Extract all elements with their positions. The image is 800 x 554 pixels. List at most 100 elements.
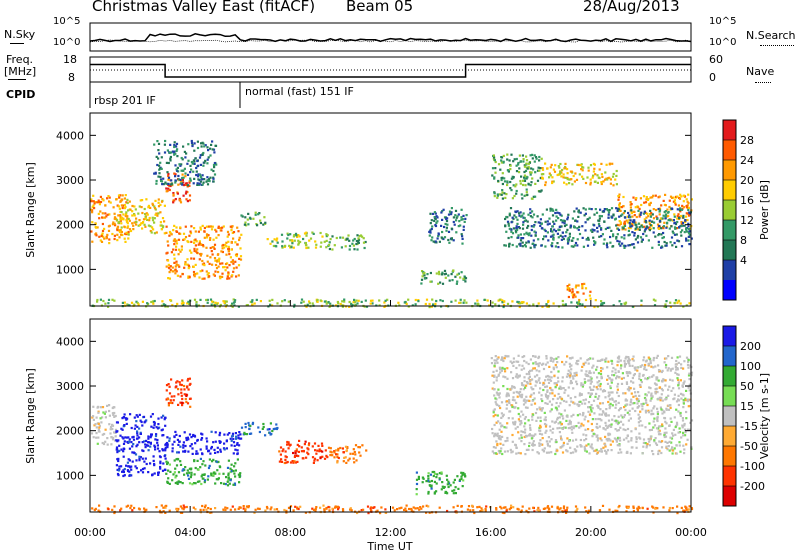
echo-cell <box>342 451 345 454</box>
echo-cell <box>682 367 685 370</box>
echo-cell <box>583 282 586 285</box>
echo-cell <box>320 241 323 244</box>
echo-cell <box>658 233 661 236</box>
echo-cell <box>500 430 503 433</box>
echo-cell <box>358 451 361 454</box>
echo-cell <box>296 506 299 509</box>
echo-cell <box>607 360 610 363</box>
echo-cell <box>432 240 435 243</box>
echo-cell <box>574 241 578 245</box>
freq-label-line1: Freq. <box>6 53 34 66</box>
echo-cell <box>150 300 153 304</box>
echo-cell <box>552 366 555 369</box>
echo-cell <box>262 422 265 426</box>
echo-cell <box>295 234 298 237</box>
echo-cell <box>637 222 640 225</box>
echo-cell <box>683 448 686 451</box>
echo-cell <box>552 220 555 223</box>
echo-cell <box>518 227 521 230</box>
echo-cell <box>568 426 572 429</box>
echo-cell <box>97 405 100 408</box>
echo-cell <box>544 245 547 248</box>
echo-cell <box>677 378 680 381</box>
echo-cell <box>205 180 208 183</box>
echo-cell <box>383 301 386 304</box>
echo-cell <box>187 388 190 391</box>
echo-cell <box>172 239 175 242</box>
echo-cell <box>316 298 319 302</box>
echo-cell <box>494 452 497 455</box>
echo-cell <box>180 245 183 248</box>
echo-cell <box>672 196 675 199</box>
echo-cell <box>118 444 121 447</box>
echo-cell <box>428 302 431 306</box>
echo-cell <box>195 240 198 243</box>
echo-cell <box>568 182 571 185</box>
echo-cell <box>156 214 159 217</box>
echo-cell <box>425 511 428 514</box>
echo-cell <box>630 380 633 383</box>
echo-cell <box>167 161 170 165</box>
echo-cell <box>687 366 690 369</box>
echo-cell <box>347 459 350 462</box>
echo-cell <box>591 418 594 421</box>
echo-cell <box>170 151 173 154</box>
echo-cell <box>609 386 612 390</box>
echo-cell <box>208 275 211 278</box>
echo-cell <box>192 257 196 260</box>
echo-cell <box>187 450 190 453</box>
echo-cell <box>357 237 360 240</box>
echo-cell <box>159 462 162 465</box>
echo-cell <box>506 436 509 440</box>
echo-cell <box>685 206 689 209</box>
echo-cell <box>448 241 451 244</box>
echo-cell <box>149 206 152 209</box>
echo-cell <box>128 474 131 477</box>
echo-cell <box>236 449 239 452</box>
echo-cell <box>616 420 619 423</box>
echo-cell <box>574 286 577 289</box>
echo-cell <box>98 217 101 220</box>
echo-cell <box>523 174 526 177</box>
echo-cell <box>166 240 169 243</box>
echo-cell <box>523 379 526 383</box>
echo-cell <box>190 436 193 439</box>
echo-cell <box>534 433 537 436</box>
echo-cell <box>542 449 545 453</box>
echo-cell <box>586 244 590 247</box>
echo-cell <box>459 224 462 227</box>
echo-cell <box>532 413 535 416</box>
echo-cell <box>136 430 139 433</box>
echo-cell <box>546 402 549 405</box>
echo-cell <box>458 478 462 481</box>
echo-cell <box>562 441 565 444</box>
echo-cell <box>531 157 534 160</box>
echo-cell <box>590 408 593 411</box>
echo-cell <box>300 450 303 453</box>
echo-cell <box>493 394 496 397</box>
echo-cell <box>566 172 569 175</box>
echo-cell <box>602 411 605 414</box>
echo-cell <box>630 392 633 395</box>
echo-cell <box>500 416 503 419</box>
echo-cell <box>566 285 569 288</box>
echo-cell <box>95 436 98 439</box>
echo-cell <box>665 422 668 425</box>
echo-cell <box>595 211 599 214</box>
echo-cell <box>521 505 524 508</box>
echo-cell <box>561 246 564 249</box>
echo-cell <box>116 468 119 471</box>
echo-cell <box>522 413 525 416</box>
echo-cell <box>541 443 544 446</box>
echo-cell <box>623 220 626 223</box>
echo-cell <box>518 171 521 174</box>
echo-cell <box>524 422 527 425</box>
echo-cell <box>453 489 456 492</box>
echo-cell <box>320 442 324 445</box>
echo-cell <box>430 219 433 222</box>
echo-cell <box>236 226 239 229</box>
echo-cell <box>642 402 645 405</box>
echo-cell <box>434 212 437 215</box>
echo-cell <box>182 181 185 184</box>
echo-cell <box>592 236 595 239</box>
